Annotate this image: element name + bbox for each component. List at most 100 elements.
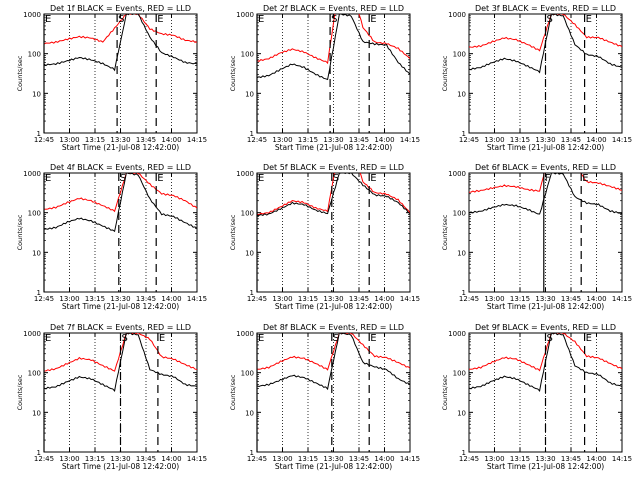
time-marker-label: E (582, 173, 588, 184)
y-axis-label: Counts/sec (16, 214, 24, 250)
panel-title: Det 8f BLACK = Events, RED = LLD (263, 323, 404, 332)
y-tick-label: 10 (245, 90, 254, 98)
y-tick-label: 10 (32, 409, 41, 417)
series-line-events (44, 14, 197, 72)
x-tick-label: 13:45 (349, 455, 369, 463)
panel-title: Det 1f BLACK = Events, RED = LLD (50, 4, 191, 13)
x-tick-label: 13:45 (561, 295, 581, 303)
time-marker-label: S (118, 14, 124, 25)
y-tick-label: 100 (28, 51, 41, 59)
y-tick-label: 100 (241, 51, 254, 59)
plot-frame (468, 172, 623, 293)
x-tick-label: 13:00 (59, 455, 79, 463)
x-tick-label: 14:15 (187, 455, 207, 463)
x-axis-label: Start Time (21-Jul-08 12:42:00) (487, 462, 604, 471)
x-tick-label: 12:45 (34, 136, 54, 144)
y-tick-label: 1000 (448, 330, 466, 338)
x-tick-label: 13:30 (535, 455, 555, 463)
x-tick-label: 12:45 (247, 295, 267, 303)
x-tick-label: 12:45 (34, 295, 54, 303)
x-tick-label: 14:15 (187, 295, 207, 303)
x-tick-label: 14:15 (612, 455, 632, 463)
x-tick-label: 14:00 (374, 295, 394, 303)
panel-det-5: Det 5f BLACK = Events, RED = LLD 1 10 100 10… (229, 163, 420, 311)
x-axis-label: Start Time (21-Jul-08 12:42:00) (62, 302, 179, 311)
panel-det-4: Det 4f BLACK = Events, RED = LLD 1 10 100 10… (16, 163, 207, 311)
panel-det-7: Det 7f BLACK = Events, RED = LLD 1 10 100 10… (16, 323, 207, 471)
x-tick-label: 13:30 (535, 136, 555, 144)
y-tick-label: 10 (457, 90, 466, 98)
series-line-events (44, 173, 197, 233)
x-tick-label: 12:45 (247, 136, 267, 144)
x-tick-label: 12:45 (459, 455, 479, 463)
x-tick-label: 14:00 (161, 455, 181, 463)
y-axis-label: Counts/sec (441, 55, 449, 91)
time-marker-label: E (157, 14, 163, 25)
x-tick-label: 13:15 (510, 455, 530, 463)
time-marker-label: E (45, 333, 51, 344)
panel-det-2: Det 2f BLACK = Events, RED = LLD 1 10 100 10… (229, 4, 420, 152)
time-marker-label: E (45, 173, 51, 184)
x-tick-label: 13:00 (272, 455, 292, 463)
y-tick-label: 100 (28, 210, 41, 218)
panel-title: Det 4f BLACK = Events, RED = LLD (50, 163, 191, 172)
plot-frame (43, 13, 198, 134)
y-axis-label: Counts/sec (229, 374, 237, 410)
x-tick-label: 13:45 (349, 136, 369, 144)
series-line-lld (257, 333, 410, 371)
time-marker-label: S (547, 333, 553, 344)
time-marker-label: E (586, 14, 592, 25)
time-marker-label: E (45, 14, 51, 25)
x-tick-label: 13:45 (561, 136, 581, 144)
y-axis-label: Counts/sec (16, 55, 24, 91)
y-tick-label: 100 (28, 370, 41, 378)
y-tick-label: 10 (32, 90, 41, 98)
time-marker-label: E (159, 333, 165, 344)
panel-det-6: Det 6f BLACK = Events, RED = LLD 1 10 100 10… (441, 163, 632, 311)
y-tick-label: 1000 (23, 330, 41, 338)
time-marker-label: F (545, 173, 551, 184)
y-tick-label: 1 (250, 289, 254, 297)
x-tick-label: 13:30 (110, 295, 130, 303)
time-marker-label: S (333, 173, 339, 184)
x-tick-label: 13:00 (484, 136, 504, 144)
x-tick-label: 13:15 (85, 455, 105, 463)
time-marker-label: E (258, 333, 264, 344)
y-tick-label: 1 (462, 289, 466, 297)
time-marker-label: S (547, 14, 553, 25)
x-tick-label: 14:15 (187, 136, 207, 144)
x-axis-label: Start Time (21-Jul-08 12:42:00) (62, 143, 179, 152)
y-tick-label: 100 (453, 210, 466, 218)
panel-title: Det 7f BLACK = Events, RED = LLD (50, 323, 191, 332)
x-tick-label: 14:15 (400, 295, 420, 303)
panel-title: Det 9f BLACK = Events, RED = LLD (475, 323, 616, 332)
y-tick-label: 1 (37, 130, 41, 138)
y-tick-label: 10 (457, 249, 466, 257)
x-tick-label: 14:00 (586, 295, 606, 303)
y-axis-label: Counts/sec (441, 374, 449, 410)
y-tick-label: 1000 (23, 11, 41, 19)
x-tick-label: 13:15 (510, 136, 530, 144)
x-tick-label: 13:15 (298, 295, 318, 303)
x-tick-label: 13:45 (349, 295, 369, 303)
time-marker-label: E (370, 333, 376, 344)
time-marker-label: E (258, 14, 264, 25)
x-tick-label: 14:00 (161, 136, 181, 144)
x-tick-label: 14:00 (586, 136, 606, 144)
x-tick-label: 14:00 (374, 136, 394, 144)
series-line-events (257, 333, 410, 391)
time-marker-label: S (120, 173, 126, 184)
x-tick-label: 12:45 (34, 455, 54, 463)
series-line-lld (257, 14, 410, 65)
x-tick-label: 12:45 (459, 136, 479, 144)
x-tick-label: 13:30 (110, 136, 130, 144)
series-line-lld (44, 173, 197, 213)
time-marker-label: S (122, 333, 128, 344)
y-tick-label: 100 (453, 51, 466, 59)
time-marker-label: E (370, 173, 376, 184)
time-marker-label: E (258, 173, 264, 184)
x-tick-label: 13:00 (272, 136, 292, 144)
panel-title: Det 2f BLACK = Events, RED = LLD (263, 4, 404, 13)
y-tick-label: 1 (250, 130, 254, 138)
x-tick-label: 14:15 (400, 455, 420, 463)
